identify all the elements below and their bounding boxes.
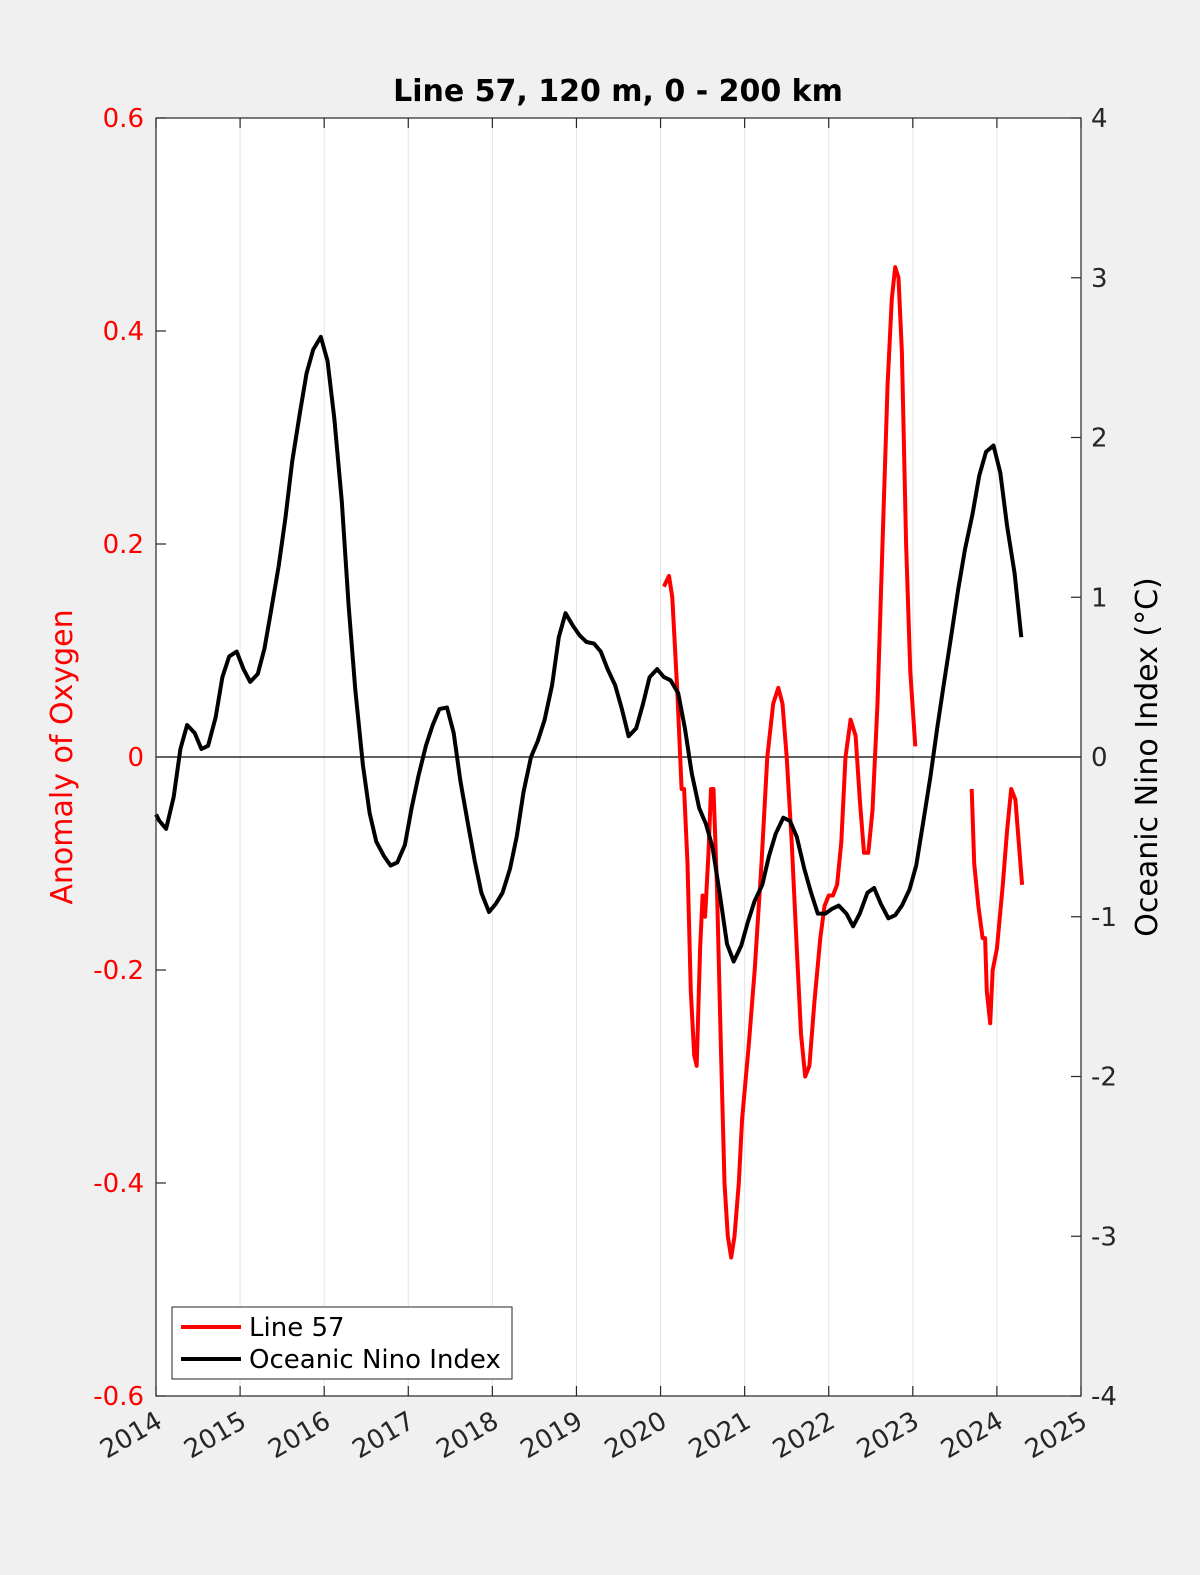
y-left-tick-label: 0.2 [103, 530, 144, 560]
y-right-tick-label: 1 [1091, 583, 1108, 613]
x-tick-label: 2019 [516, 1406, 588, 1465]
legend-box [171, 1306, 513, 1380]
y-right-tick-label: -3 [1091, 1222, 1117, 1252]
y-right-tick-label: -4 [1091, 1382, 1117, 1412]
y-right-tick-label: 0 [1091, 743, 1108, 773]
y-left-tick-label: -0.6 [93, 1382, 144, 1412]
series-line-57-line-1 [662, 265, 918, 1260]
x-tick-label: 2015 [179, 1406, 251, 1465]
y-axis-label-right: Oceanic Nino Index (°C) [1130, 577, 1165, 937]
y-axis-label-left: Anomaly of Oxygen [45, 609, 80, 904]
y-left-tick-label: 0.4 [103, 317, 144, 347]
series-line-57-line-2 [969, 787, 1025, 1026]
chart-title: Line 57, 120 m, 0 - 200 km [393, 74, 843, 109]
y-right-tick-label: 4 [1091, 104, 1108, 134]
series-oceanic-nino-index-line-1 [154, 334, 1024, 964]
x-tick-label: 2014 [95, 1406, 167, 1465]
x-tick-label: 2017 [347, 1406, 419, 1465]
legend-label-oni: Oceanic Nino Index [249, 1345, 501, 1375]
y-right-tick-label: 3 [1091, 264, 1108, 294]
x-tick-label: 2020 [600, 1406, 672, 1465]
x-tick-label: 2018 [432, 1406, 504, 1465]
y-left-tick-label: 0 [127, 743, 144, 773]
y-right-tick-label: 2 [1091, 424, 1108, 454]
y-left-tick-label: 0.6 [103, 104, 144, 134]
y-right-tick-label: -2 [1091, 1063, 1117, 1093]
y-left-tick-label: -0.4 [93, 1169, 144, 1199]
legend: Line 57 Oceanic Nino Index [171, 1306, 513, 1380]
x-tick-label: 2025 [1020, 1406, 1092, 1465]
x-tick-label: 2021 [684, 1406, 756, 1465]
x-tick-label: 2023 [852, 1406, 924, 1465]
y-left-tick-label: -0.2 [93, 956, 144, 986]
x-tick-label: 2016 [263, 1406, 335, 1465]
legend-label-line57: Line 57 [249, 1313, 345, 1343]
x-tick-label: 2024 [936, 1406, 1008, 1465]
series-layer [154, 265, 1025, 1260]
y-right-tick-label: -1 [1091, 903, 1117, 933]
x-tick-label: 2022 [768, 1406, 840, 1465]
